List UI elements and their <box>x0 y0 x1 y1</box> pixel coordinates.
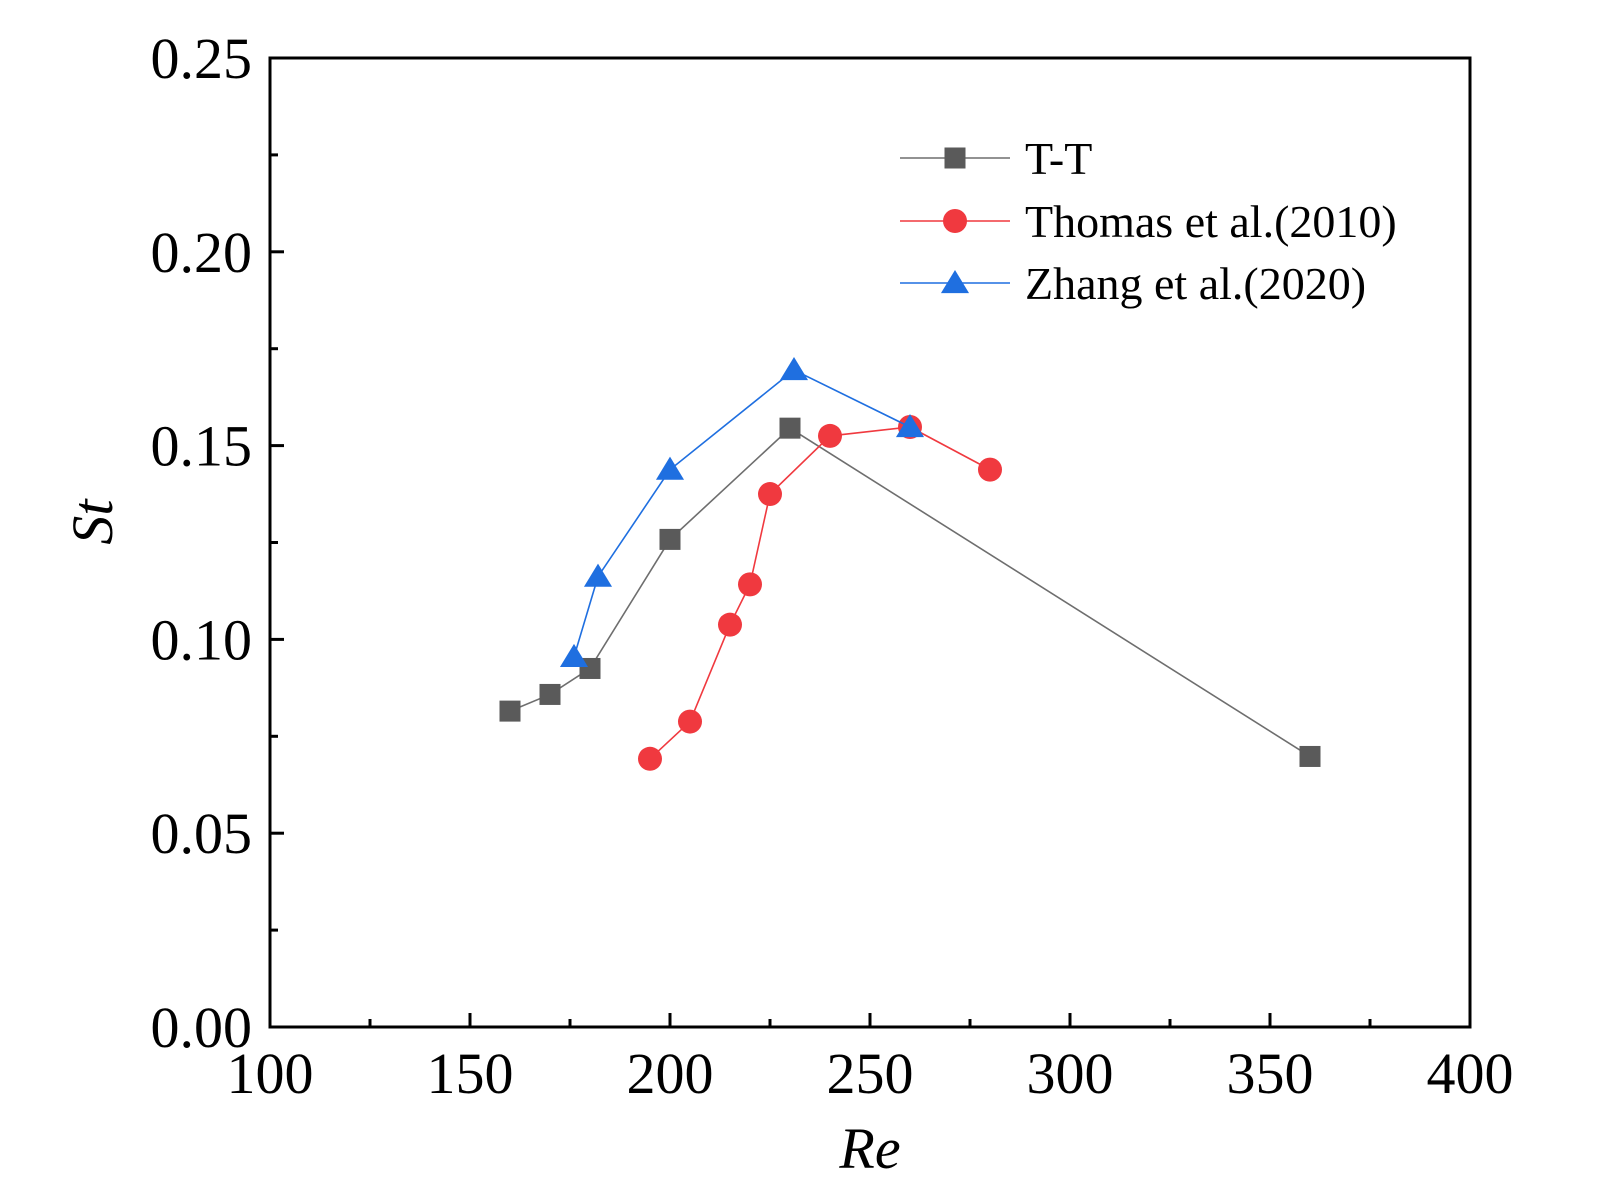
y-tick-label: 0.20 <box>151 220 253 285</box>
series-3-point <box>655 456 685 480</box>
legend-item-3-marker <box>940 270 970 294</box>
series-1-point <box>539 683 561 705</box>
y-tick-label: 0.00 <box>151 995 253 1060</box>
series-2-point <box>818 423 842 448</box>
x-tick-label: 100 <box>227 1041 314 1106</box>
legend-item-1-label: T-T <box>1025 133 1092 184</box>
series-3-point <box>559 643 589 667</box>
legend-item-2-label: Thomas et al.(2010) <box>1025 196 1397 247</box>
series-3-point <box>779 357 809 381</box>
series-3-point <box>895 413 925 438</box>
series-2-point <box>758 482 782 507</box>
x-tick-label: 250 <box>827 1041 914 1106</box>
x-tick-label: 200 <box>627 1041 714 1106</box>
x-tick-label: 300 <box>1027 1041 1114 1106</box>
plot-frame <box>268 56 1472 1029</box>
series-2-point <box>638 746 662 771</box>
y-tick-label: 0.15 <box>151 414 253 479</box>
x-tick-label: 400 <box>1427 1041 1514 1106</box>
x-tick-label: 350 <box>1227 1041 1314 1106</box>
legend-item-2-marker <box>943 209 967 233</box>
legend-item-1-marker <box>944 147 966 169</box>
series-3-point <box>583 563 613 587</box>
series-1-point <box>659 528 681 550</box>
series-2-point <box>738 572 762 597</box>
legend: T-T Thomas et al.(2010) Zhang et al.(2020) <box>900 133 1397 309</box>
y-tick-label: 0.25 <box>151 26 253 91</box>
series-1-point <box>499 700 521 722</box>
series-2-point <box>678 709 702 734</box>
y-tick-label: 0.10 <box>151 607 253 672</box>
series-1-line <box>509 427 1311 758</box>
y-axis-title: St <box>60 498 125 545</box>
series-1-point <box>779 417 801 439</box>
legend-item-3-label: Zhang et al.(2020) <box>1025 258 1366 309</box>
series-1-point <box>1299 745 1321 767</box>
x-axis-title: Re <box>838 1116 900 1181</box>
series-2-point <box>718 612 742 637</box>
tick-labels: 100 150 200 250 300 350 400 0.00 0.05 0.10 0.15 0.2… <box>151 26 1514 1106</box>
series-2-point <box>978 457 1002 482</box>
series-2-line <box>649 426 991 760</box>
data-series <box>499 357 1321 771</box>
y-tick-label: 0.05 <box>151 801 253 866</box>
x-tick-label: 150 <box>427 1041 514 1106</box>
